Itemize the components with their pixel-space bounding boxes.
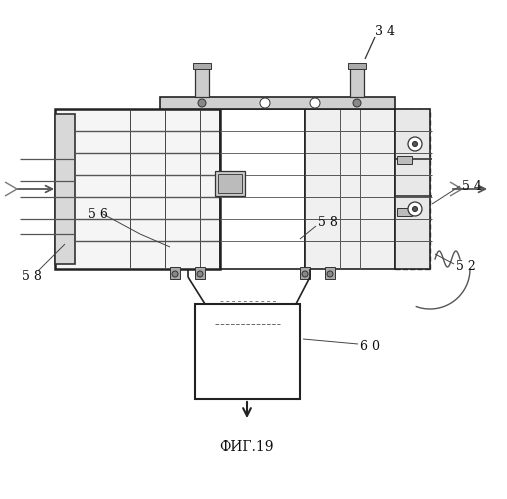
Circle shape <box>327 271 333 277</box>
Bar <box>170 267 180 279</box>
Text: 5 2: 5 2 <box>456 260 476 273</box>
Circle shape <box>260 98 270 108</box>
Bar <box>350 67 364 97</box>
Bar <box>55 109 220 269</box>
Bar <box>160 97 395 109</box>
Text: 5 8: 5 8 <box>22 270 42 283</box>
Bar <box>395 109 430 269</box>
Circle shape <box>413 207 417 212</box>
Bar <box>325 267 335 279</box>
Text: 5 4: 5 4 <box>462 180 482 193</box>
Circle shape <box>353 99 361 107</box>
Bar <box>55 114 75 264</box>
Bar <box>300 267 310 279</box>
Circle shape <box>302 271 308 277</box>
Text: 5 8: 5 8 <box>318 216 338 229</box>
Circle shape <box>413 142 417 147</box>
Circle shape <box>198 99 206 107</box>
Text: 3 4: 3 4 <box>375 24 395 37</box>
Bar <box>397 208 412 216</box>
Circle shape <box>197 271 203 277</box>
Bar <box>195 267 205 279</box>
Bar <box>218 174 242 193</box>
Bar <box>305 109 395 269</box>
Circle shape <box>408 137 422 151</box>
Bar <box>215 171 245 196</box>
Circle shape <box>310 98 320 108</box>
Bar <box>195 67 209 97</box>
Bar <box>193 63 211 69</box>
Circle shape <box>408 202 422 216</box>
Text: 6 0: 6 0 <box>360 340 380 353</box>
Text: ФИГ.19: ФИГ.19 <box>220 440 274 454</box>
Bar <box>195 304 300 399</box>
Text: 5 6: 5 6 <box>88 208 108 221</box>
Circle shape <box>172 271 178 277</box>
Bar <box>397 156 412 164</box>
Bar <box>348 63 366 69</box>
